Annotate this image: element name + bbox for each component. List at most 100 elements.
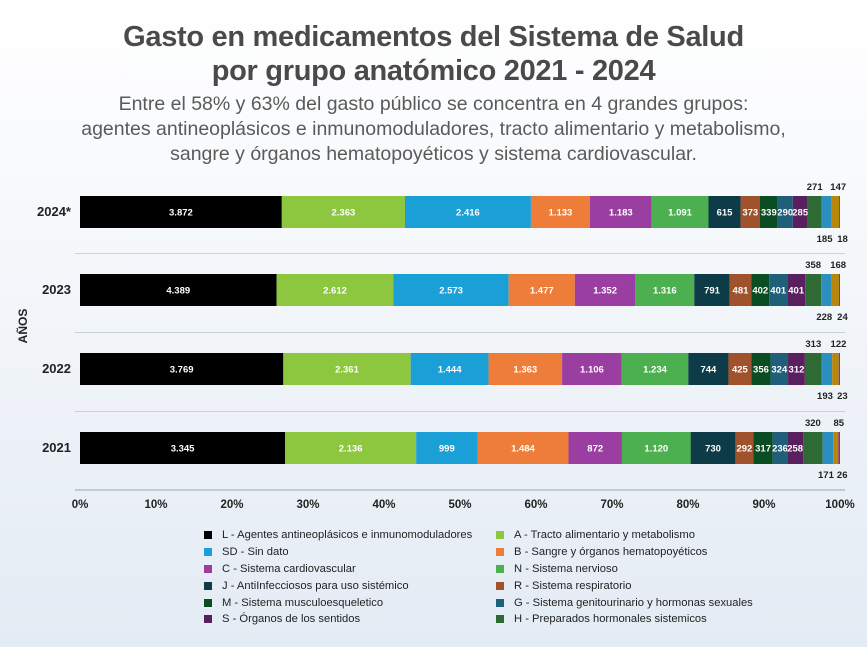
data-label: 2.361: [335, 365, 359, 376]
data-label: 23: [837, 391, 848, 402]
legend-item-j: J - AntiInfecciosos para uso sistémico: [204, 577, 496, 594]
legend-item-r: R - Sistema respiratorio: [496, 577, 764, 594]
data-label: 147: [830, 182, 846, 193]
bar-segment-j: [690, 432, 736, 464]
data-label: 4.389: [166, 286, 190, 297]
bar-segment-d: [821, 353, 833, 385]
data-label: 24: [837, 312, 848, 323]
bar-segment-a: [276, 274, 394, 306]
bar-segment-h: [807, 196, 822, 228]
data-label: 481: [733, 286, 750, 297]
chart-legend: L - Agentes antineoplásicos e inmunomodu…: [204, 527, 764, 628]
legend-item-m: M - Sistema musculoesqueletico: [204, 594, 496, 611]
bar-segment-n: [621, 353, 689, 385]
legend-label: L - Agentes antineoplásicos e inmunomodu…: [222, 529, 473, 542]
legend-swatch: [496, 548, 504, 557]
data-label: 401: [788, 286, 805, 297]
bar-segment-r: [728, 353, 752, 385]
data-label: 425: [732, 365, 749, 376]
bar-segment-c: [568, 432, 622, 464]
legend-label: M - Sistema musculoesqueletico: [222, 596, 384, 609]
data-label: 312: [789, 365, 805, 376]
x-tick-label: 50%: [448, 499, 471, 511]
bar-segment-d: [821, 274, 832, 306]
bar-segment-m: [751, 274, 770, 306]
data-label: 18: [837, 234, 848, 245]
bar-segment-h: [804, 353, 822, 385]
legend-label: R - Sistema respiratorio: [514, 579, 632, 592]
data-label: 122: [831, 339, 847, 350]
bar-segment-l: [80, 274, 277, 306]
bar-segment-a: [283, 353, 411, 385]
bar-segment-g: [770, 353, 789, 385]
data-label: 2.573: [439, 286, 463, 297]
bar-segment-d: [821, 196, 832, 228]
legend-label: G - Sistema genitourinario y hormonas se…: [514, 596, 753, 609]
data-label: 1.133: [549, 208, 573, 219]
bar-segment-c: [574, 274, 636, 306]
x-tick-label: 10%: [144, 499, 167, 511]
legend-swatch: [204, 531, 212, 540]
legend-swatch: [496, 581, 504, 590]
bar-segment-g: [772, 432, 788, 464]
legend-swatch: [204, 615, 212, 624]
data-label: 168: [830, 260, 846, 271]
bar-segment-m: [753, 432, 773, 464]
data-label: 26: [837, 470, 848, 481]
legend-swatch: [496, 615, 504, 624]
bar-segment-sd: [416, 432, 478, 464]
data-label: 258: [787, 444, 803, 455]
data-label: 356: [753, 365, 769, 376]
x-tick-label: 20%: [220, 499, 243, 511]
bar-segment-p: [838, 432, 840, 464]
bar-segment-h: [805, 274, 822, 306]
x-tick-label: 30%: [296, 499, 319, 511]
x-tick-label: 40%: [372, 499, 395, 511]
data-label: 999: [439, 444, 455, 455]
bar-segment-j: [694, 274, 730, 306]
x-tick-label: 0%: [72, 499, 89, 511]
data-label: 3.872: [169, 208, 193, 219]
data-label: 1.363: [513, 365, 537, 376]
legend-swatch: [496, 598, 504, 607]
data-label: 339: [761, 208, 777, 219]
y-axis-label: AÑOS: [15, 309, 30, 344]
legend-item-g: G - Sistema genitourinario y hormonas se…: [496, 594, 764, 611]
bar-segment-d: [822, 432, 834, 464]
data-label: 1.183: [609, 208, 633, 219]
data-label: 744: [700, 365, 717, 376]
legend-swatch: [204, 581, 212, 590]
legend-item-n: N - Sistema nervioso: [496, 561, 764, 578]
data-label: 185: [817, 234, 834, 245]
x-tick-label: 70%: [600, 499, 623, 511]
data-label: 1.106: [580, 365, 604, 376]
chart-subtitle-line-1: Entre el 58% y 63% del gasto público se …: [118, 93, 749, 115]
chart-title-line-2: por grupo anatómico 2021 - 2024: [211, 55, 656, 87]
data-label: 1.444: [438, 365, 462, 376]
chart-subtitle-line-3: sangre y órganos hematopoyéticos y siste…: [170, 143, 697, 165]
bar-segment-m: [751, 353, 771, 385]
data-label: 290: [777, 208, 793, 219]
data-label: 358: [805, 260, 821, 271]
legend-item-b: B - Sangre y órganos hematopoyéticos: [496, 544, 764, 561]
x-tick-label: 100%: [825, 499, 854, 511]
data-label: 313: [805, 339, 821, 350]
legend-label: S - Órganos de los sentidos: [222, 613, 361, 626]
bar-segment-sd: [393, 274, 509, 306]
data-label: 285: [792, 208, 809, 219]
data-label: 1.352: [593, 286, 617, 297]
category-label: 2021: [42, 440, 71, 455]
legend-item-l: L - Agentes antineoplásicos e inmunomodu…: [204, 527, 496, 544]
legend-swatch: [204, 598, 212, 607]
legend-item-a: A - Tracto alimentario y metabolismo: [496, 527, 764, 544]
bar-segment-r: [740, 196, 760, 228]
data-label: 292: [736, 444, 752, 455]
data-label: 730: [705, 444, 721, 455]
data-label: 228: [816, 312, 832, 323]
bar-segment-c: [562, 353, 622, 385]
data-label: 2.363: [332, 208, 356, 219]
bar-segment-r: [729, 274, 752, 306]
chart-subtitle-line-2: agentes antineoplásicos e inmunomodulado…: [81, 118, 786, 140]
data-label: 193: [817, 391, 833, 402]
bar-segment-j: [688, 353, 729, 385]
